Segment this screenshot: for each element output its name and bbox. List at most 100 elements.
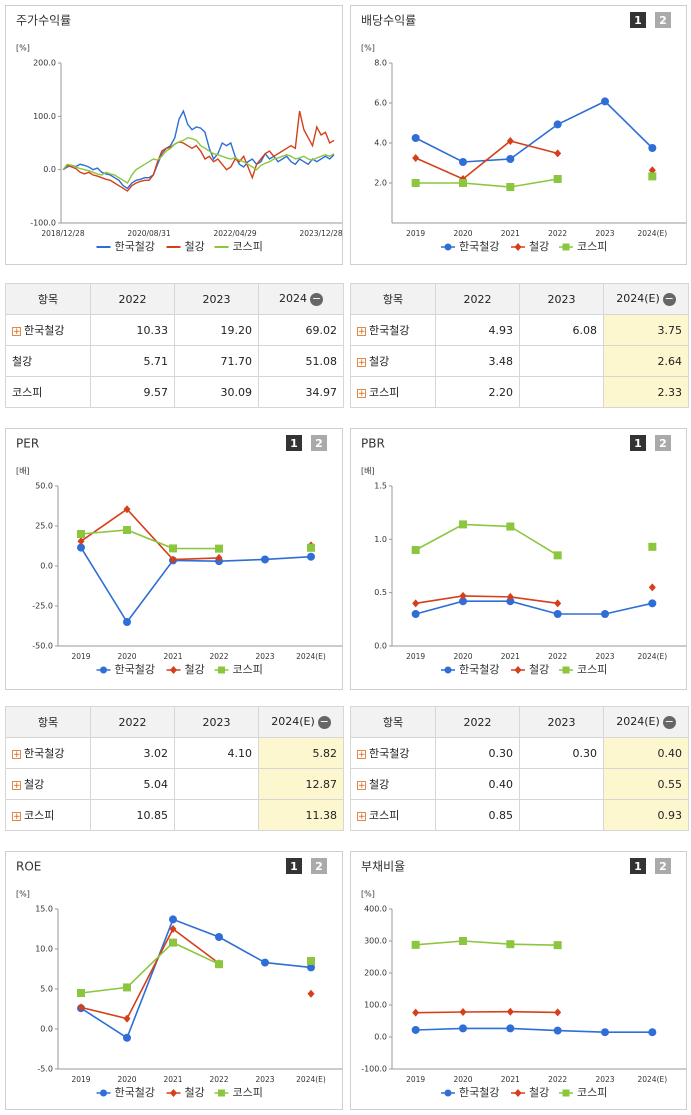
legend-marker: [100, 666, 107, 674]
marker: [553, 120, 562, 129]
header-text: 2024(E): [616, 715, 660, 729]
cell-value: 2.64: [657, 354, 683, 368]
table-cell: 3.02: [90, 737, 175, 769]
header-text: 항목: [382, 716, 404, 729]
expand-button[interactable]: +: [357, 749, 366, 760]
series-line: [81, 929, 311, 1019]
chart: 주가수익률 [%] -100.0 0.0 100.0 200.0 2018/12/28 202…: [16, 14, 342, 253]
marker: [459, 937, 467, 945]
cell-value: 3.02: [143, 746, 169, 760]
collapse-button[interactable]: −: [317, 714, 331, 729]
marker: [459, 1008, 467, 1017]
tab-label: 2: [659, 437, 667, 450]
series-line: [415, 1027, 653, 1033]
chart-panel: 배당수익률 1 2 [%] 2.0 4.0 6.0 8.0 2019 2020 2021 2022 20…: [350, 5, 687, 265]
table-cell: + 코스피: [5, 799, 91, 831]
collapse-button[interactable]: −: [310, 291, 323, 306]
marker: [215, 933, 223, 941]
table-cell: + 코스피: [350, 376, 436, 408]
table-cell: 철강: [5, 345, 91, 377]
marker: [554, 149, 562, 158]
tab-button[interactable]: [630, 12, 646, 28]
row-label: 철강: [369, 778, 390, 791]
unit-label: [%]: [16, 890, 30, 899]
x-tick-label: 2019: [406, 229, 425, 238]
unit-label: [배]: [16, 467, 30, 476]
expand-button[interactable]: +: [12, 811, 21, 822]
row-label: 코스피: [369, 809, 400, 822]
cell-value: 0.93: [657, 808, 683, 822]
marker: [553, 551, 562, 560]
x-tick-label: 2023: [255, 652, 274, 661]
marker: [307, 552, 315, 561]
header-cell: 2022: [90, 706, 175, 738]
table-cell: [519, 768, 604, 800]
expand-button[interactable]: +: [357, 357, 366, 368]
tab-button[interactable]: [311, 858, 327, 874]
marker: [553, 610, 562, 618]
table-cell: 0.93: [603, 799, 689, 831]
tab-button[interactable]: [655, 435, 671, 451]
legend-marker: [562, 666, 570, 674]
x-tick-label: 2023: [255, 1075, 274, 1084]
y-tick-label: 400.0: [364, 905, 387, 914]
tab-label: 2: [659, 860, 667, 873]
tab-button[interactable]: [286, 858, 302, 874]
marker: [215, 544, 223, 553]
tab-button[interactable]: [311, 435, 327, 451]
expand-button[interactable]: +: [12, 749, 21, 760]
tab-button[interactable]: [655, 858, 671, 874]
marker: [307, 989, 315, 998]
header-text: 2023: [202, 715, 231, 729]
marker: [77, 1003, 85, 1012]
y-tick-label: -25.0: [32, 602, 53, 611]
legend-marker: [562, 243, 570, 251]
expand-button[interactable]: +: [357, 326, 366, 337]
table-row: + 한국철강 0.30 0.30 0.40: [350, 737, 689, 769]
marker: [553, 1026, 562, 1035]
y-tick-label: 5.0: [40, 985, 53, 994]
expand-button[interactable]: +: [357, 388, 366, 399]
marker: [601, 1028, 609, 1037]
tab-button[interactable]: [630, 435, 646, 451]
legend-label: 철강: [185, 663, 205, 676]
y-tick-label: 1.0: [374, 535, 387, 544]
row-label: 코스피: [24, 809, 55, 822]
marker: [261, 958, 269, 967]
legend-label: 한국철강: [459, 240, 499, 253]
expand-button[interactable]: +: [12, 780, 21, 791]
legend-marker: [514, 1089, 522, 1097]
y-tick-label: 0.5: [374, 588, 387, 597]
y-tick-label: 1.5: [374, 482, 387, 491]
y-tick-label: 200.0: [33, 59, 56, 68]
cell-value: 71.70: [220, 354, 253, 368]
marker: [412, 599, 420, 608]
tab-button[interactable]: [286, 435, 302, 451]
table-cell: 0.30: [435, 737, 520, 769]
header-text: 항목: [37, 293, 59, 306]
x-tick-label: 2022/04/29: [213, 229, 256, 238]
expand-button[interactable]: +: [12, 326, 21, 337]
table-row: + 철강 0.40 0.55: [350, 768, 689, 800]
header-cell: 2023: [519, 706, 604, 738]
legend-marker: [562, 1089, 570, 1097]
expand-button[interactable]: +: [357, 811, 366, 822]
tab-button[interactable]: [655, 12, 671, 28]
chart: PER 1 2 [배] -50.0 -25.0 0.0 25.0 50.0 2019 2020 202…: [16, 435, 342, 676]
collapse-button[interactable]: −: [662, 291, 676, 306]
chart-title: 배당수익률: [361, 14, 416, 28]
collapse-button[interactable]: −: [662, 714, 676, 729]
marker: [411, 546, 420, 554]
expand-button[interactable]: +: [357, 780, 366, 791]
x-tick-label: 2023: [595, 652, 614, 661]
y-tick-label: 10.0: [35, 945, 53, 954]
legend-marker: [218, 666, 225, 674]
marker: [601, 610, 609, 618]
marker: [648, 1028, 657, 1037]
legend-label: 코스피: [233, 663, 263, 676]
legend-marker: [100, 1089, 107, 1097]
y-tick-label: 0.0: [40, 562, 53, 571]
tab-button[interactable]: [630, 858, 646, 874]
header-text: 항목: [37, 716, 59, 729]
table-cell: [519, 376, 604, 408]
